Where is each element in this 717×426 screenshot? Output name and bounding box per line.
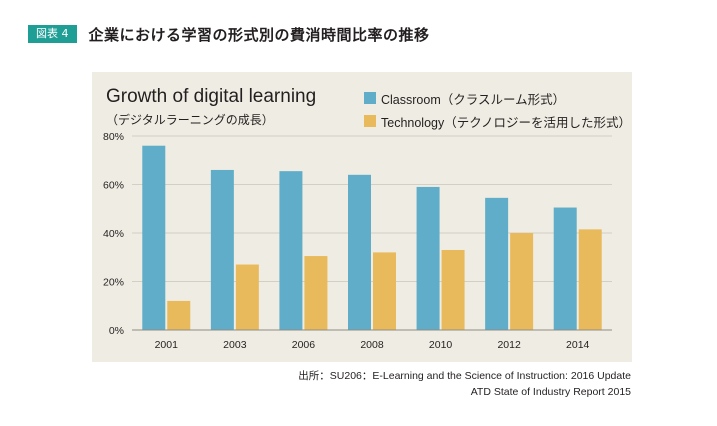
chart-legend: Classroom（クラスルーム形式） Technology（テクノロジーを活用… [364,88,631,134]
source-line-2: ATD State of Industry Report 2015 [470,386,631,398]
bar-classroom-2012 [485,197,509,330]
bar-technology-2001 [167,300,191,330]
x-tick-label: 2003 [223,339,247,351]
x-tick-label: 2001 [155,339,179,351]
bar-technology-2006 [304,256,328,330]
x-tick-label: 2012 [497,339,521,351]
bar-technology-2008 [373,252,396,330]
chart-title: Growth of digital learning [106,86,317,107]
figure-title: 企業における学習の形式別の費消時間比率の推移 [88,25,430,44]
bar-classroom-2008 [348,174,371,330]
bar-classroom-2006 [279,171,303,330]
legend-swatch-technology [364,115,376,127]
legend-label-classroom: Classroom（クラスルーム形式） [381,92,566,107]
legend-item-classroom: Classroom（クラスルーム形式） [364,88,631,108]
legend-label-technology: Technology（テクノロジーを活用した形式） [381,115,631,130]
y-tick-label: 60% [103,180,124,192]
x-tick-label: 2006 [292,339,316,351]
y-tick-label: 0% [109,325,124,337]
bar-technology-2010 [441,249,465,330]
y-tick-label: 20% [103,277,124,289]
chart-subtitle: （デジタルラーニングの成長） [106,113,274,127]
bar-classroom-2003 [210,169,234,330]
legend-item-technology: Technology（テクノロジーを活用した形式） [364,111,631,131]
bar-classroom-2014 [553,207,577,330]
bar-technology-2012 [510,233,534,330]
y-tick-label: 80% [103,131,124,143]
source-note: 出所：SU206：E-Learning and the Science of I… [298,368,631,400]
bar-classroom-2001 [142,145,166,330]
x-tick-label: 2008 [360,339,384,351]
figure-badge: 図表 4 [28,25,77,43]
figure-header: 図表 4 企業における学習の形式別の費消時間比率の推移 [28,25,430,44]
x-tick-label: 2014 [566,339,590,351]
bar-classroom-2010 [416,186,440,330]
legend-swatch-classroom [364,92,376,104]
y-tick-label: 40% [103,228,124,240]
bar-technology-2003 [235,264,259,330]
source-line-1: 出所：SU206：E-Learning and the Science of I… [298,370,631,382]
bar-technology-2014 [578,229,602,330]
x-tick-label: 2010 [429,339,453,351]
